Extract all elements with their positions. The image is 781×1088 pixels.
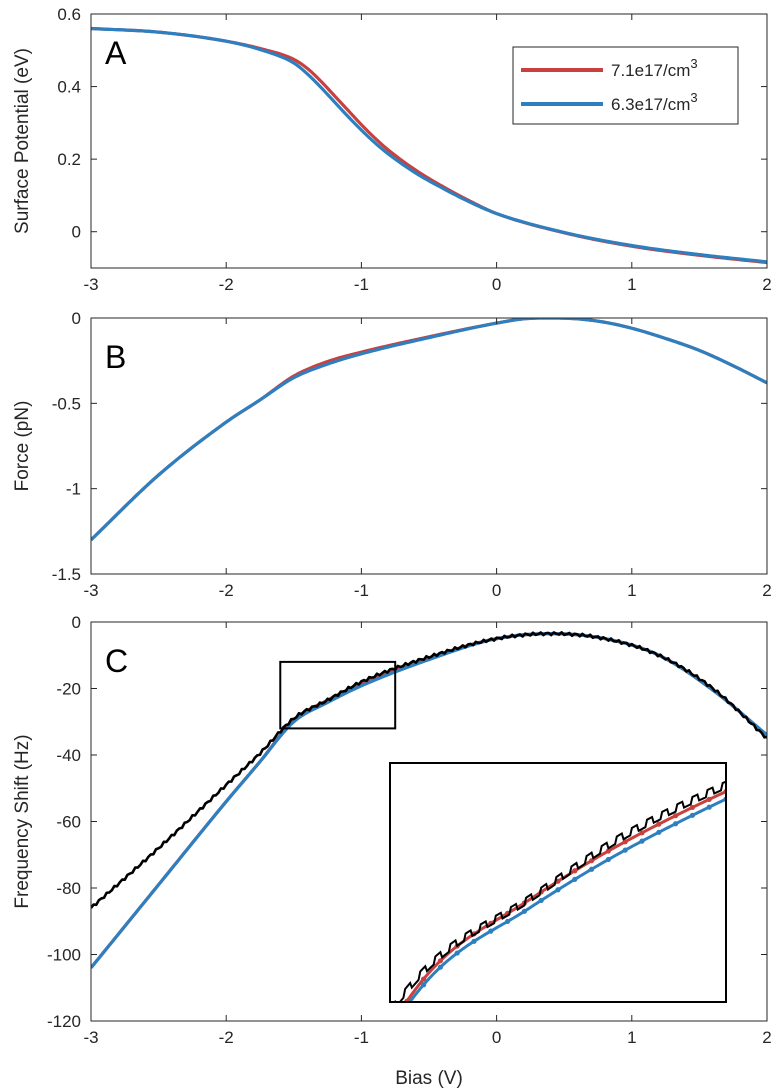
inset-marker bbox=[505, 918, 511, 925]
inset-marker bbox=[639, 838, 645, 844]
inset-marker bbox=[387, 1024, 392, 1029]
inset-marker bbox=[555, 887, 561, 893]
y-axis-label: Force (pN) bbox=[12, 401, 33, 492]
y-tick-label: -1 bbox=[66, 480, 81, 499]
y-tick-label: -40 bbox=[56, 746, 81, 765]
y-tick-label: 0.2 bbox=[57, 150, 81, 169]
series-line-7-1e17-cm3 bbox=[91, 318, 767, 542]
series-line-measured bbox=[91, 631, 767, 909]
y-tick-label: 0.4 bbox=[57, 78, 81, 97]
x-tick-label: 0 bbox=[492, 581, 501, 600]
x-tick-label: -2 bbox=[219, 581, 234, 600]
panel-label: A bbox=[105, 35, 127, 71]
inset-marker bbox=[656, 829, 662, 835]
y-tick-label: -80 bbox=[56, 879, 81, 898]
inset-series-line bbox=[393, 780, 726, 1002]
x-tick-label: 0 bbox=[492, 275, 501, 294]
x-tick-label: -3 bbox=[83, 581, 98, 600]
inset-marker bbox=[421, 982, 427, 988]
inset-marker bbox=[572, 876, 578, 882]
series-line-6-3e17-cm3 bbox=[91, 318, 767, 542]
y-tick-label: -100 bbox=[47, 946, 81, 965]
plot-area-C bbox=[91, 631, 767, 969]
x-tick-label: 0 bbox=[492, 1028, 501, 1047]
x-tick-label: -3 bbox=[83, 1028, 98, 1047]
x-tick-label: -3 bbox=[83, 275, 98, 294]
series-line-6-3e17-cm3 bbox=[91, 26, 767, 264]
inset-marker bbox=[622, 839, 628, 845]
y-axis-label: Surface Potential (eV) bbox=[12, 48, 33, 234]
zoom-region-box bbox=[279, 660, 397, 730]
y-tick-label: -0.5 bbox=[52, 394, 81, 413]
x-tick-label: -2 bbox=[219, 1028, 234, 1047]
inset-marker bbox=[656, 821, 662, 827]
x-tick-label: 1 bbox=[627, 581, 636, 600]
axes-box-B bbox=[90, 317, 768, 575]
x-axis-label: Bias (V) bbox=[395, 1068, 463, 1088]
inset-marker bbox=[404, 1003, 409, 1008]
y-tick-label: -60 bbox=[56, 813, 81, 832]
plot-area-A bbox=[91, 26, 767, 265]
inset-marker bbox=[589, 866, 595, 872]
inset-marker bbox=[605, 856, 612, 863]
axes-box-A bbox=[90, 13, 768, 269]
x-tick-label: -1 bbox=[354, 275, 369, 294]
panel-A: -3 -2 -1 0 1 2 0.6 0.4 0.2 0 Surface Potential (eV… bbox=[12, 5, 772, 294]
inset-marker bbox=[488, 928, 494, 934]
inset-marker bbox=[706, 804, 712, 810]
panel-label: B bbox=[105, 339, 126, 375]
panel-C: -3 -2 -1 0 1 2 0 -20 -40 -60 -80 -100 -120 Frequency … bbox=[12, 613, 772, 1088]
x-tick-label: 1 bbox=[627, 1028, 636, 1047]
y-tick-label: 0 bbox=[72, 223, 81, 242]
inset-marker bbox=[622, 847, 628, 853]
y-tick-label: -20 bbox=[56, 680, 81, 699]
x-tick-label: -1 bbox=[354, 581, 369, 600]
inset-marker bbox=[689, 804, 696, 811]
inset-marker bbox=[639, 830, 645, 836]
panel-label: C bbox=[105, 643, 128, 679]
x-tick-label: 2 bbox=[762, 581, 771, 600]
y-tick-label: -120 bbox=[47, 1012, 81, 1031]
x-tick-label: 2 bbox=[762, 1028, 771, 1047]
inset-marker bbox=[689, 812, 696, 818]
inset-marker bbox=[538, 897, 544, 904]
inset-marker bbox=[471, 938, 477, 944]
inset-zoom bbox=[387, 762, 727, 1033]
y-tick-label: 0 bbox=[72, 309, 81, 328]
inset-marker bbox=[421, 976, 427, 982]
y-tick-label: 0.6 bbox=[57, 5, 81, 24]
x-tick-label: -1 bbox=[354, 1028, 369, 1047]
y-tick-label: 0 bbox=[72, 613, 81, 632]
inset-marker bbox=[673, 821, 679, 827]
inset-marker bbox=[387, 1028, 392, 1033]
inset-marker bbox=[437, 964, 443, 970]
y-axis-label: Frequency Shift (Hz) bbox=[12, 734, 33, 908]
inset-marker bbox=[437, 958, 443, 964]
x-tick-label: 1 bbox=[627, 275, 636, 294]
inset-marker bbox=[521, 908, 528, 914]
panel-B: -3 -2 -1 0 1 2 0 -0.5 -1 -1.5 Force (pN) B bbox=[12, 309, 772, 600]
x-tick-label: -2 bbox=[219, 275, 234, 294]
legend-box bbox=[512, 46, 739, 125]
inset-marker bbox=[572, 868, 578, 874]
inset-marker bbox=[673, 813, 679, 819]
y-tick-label: -1.5 bbox=[52, 565, 81, 584]
plot-area-B bbox=[91, 318, 767, 542]
x-tick-label: 2 bbox=[762, 275, 771, 294]
inset-marker bbox=[454, 950, 460, 956]
inset-marker bbox=[605, 848, 612, 854]
inset-border bbox=[389, 762, 727, 1003]
inset-marker bbox=[706, 796, 712, 802]
